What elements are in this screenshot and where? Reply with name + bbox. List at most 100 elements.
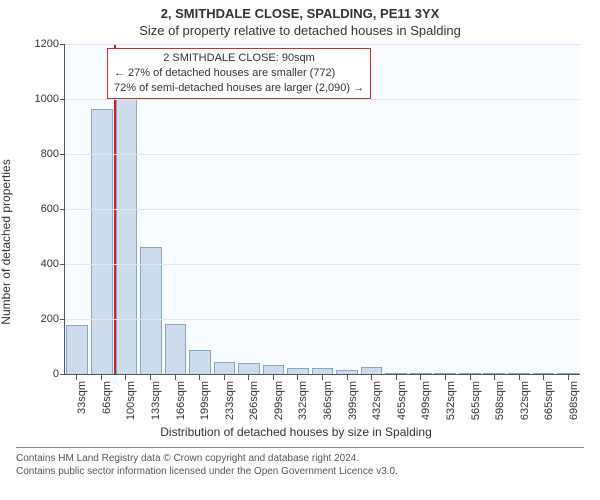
x-tick-label: 532sqm xyxy=(445,381,457,420)
x-tick: 565sqm xyxy=(457,375,482,429)
x-tick-mark xyxy=(273,375,274,380)
x-tick-mark xyxy=(396,375,397,380)
annotation-line-3: 72% of semi-detached houses are larger (… xyxy=(114,81,364,96)
x-tick-mark xyxy=(101,375,102,380)
x-tick: 33sqm xyxy=(64,375,89,429)
x-tick-mark xyxy=(125,375,126,380)
x-tick-mark xyxy=(322,375,323,380)
x-tick-mark xyxy=(470,375,471,380)
y-tick-label: 200 xyxy=(25,313,59,325)
x-tick-label: 499sqm xyxy=(420,381,432,420)
x-tick-mark xyxy=(248,375,249,380)
bar xyxy=(533,373,555,374)
y-tick-mark xyxy=(60,44,65,45)
footer-line-1: Contains HM Land Registry data © Crown c… xyxy=(16,452,584,465)
x-tick-label: 100sqm xyxy=(125,381,137,420)
x-tick-label: 432sqm xyxy=(371,381,383,420)
x-tick: 632sqm xyxy=(506,375,531,429)
x-tick: 499sqm xyxy=(408,375,433,429)
x-tick-mark xyxy=(420,375,421,380)
x-tick: 66sqm xyxy=(89,375,114,429)
bar xyxy=(483,373,505,374)
bar xyxy=(312,368,334,374)
x-tick-mark xyxy=(568,375,569,380)
x-tick-mark xyxy=(519,375,520,380)
x-tick-label: 698sqm xyxy=(568,381,580,420)
x-tick: 133sqm xyxy=(138,375,163,429)
x-tick-mark xyxy=(76,375,77,380)
bar xyxy=(116,97,138,374)
bar xyxy=(91,109,113,374)
x-tick-mark xyxy=(150,375,151,380)
x-tick-mark xyxy=(445,375,446,380)
x-tick: 233sqm xyxy=(211,375,236,429)
annotation-line-2: ← 27% of detached houses are smaller (77… xyxy=(114,66,364,81)
x-tick-mark xyxy=(371,375,372,380)
x-tick-mark xyxy=(347,375,348,380)
x-tick-label: 665sqm xyxy=(543,381,555,420)
x-tick-label: 465sqm xyxy=(396,381,408,420)
y-tick-mark xyxy=(60,319,65,320)
x-tick: 532sqm xyxy=(433,375,458,429)
x-tick: 399sqm xyxy=(334,375,359,429)
x-tick: 598sqm xyxy=(482,375,507,429)
bar xyxy=(557,373,579,374)
x-ticks: 33sqm 66sqm 100sqm 133sqm 166sqm 199sqm 233sqm… xyxy=(64,375,580,429)
x-tick-label: 233sqm xyxy=(224,381,236,420)
x-tick-label: 399sqm xyxy=(347,381,359,420)
x-tick: 199sqm xyxy=(187,375,212,429)
annotation-line-1: 2 SMITHDALE CLOSE: 90sqm xyxy=(114,51,364,66)
bar xyxy=(66,325,88,374)
x-tick-label: 166sqm xyxy=(175,381,187,420)
bar xyxy=(336,370,358,374)
x-tick: 299sqm xyxy=(261,375,286,429)
y-tick-mark xyxy=(60,154,65,155)
x-tick: 432sqm xyxy=(359,375,384,429)
chart-subtitle: Size of property relative to detached ho… xyxy=(0,23,600,38)
x-tick: 100sqm xyxy=(113,375,138,429)
y-tick-mark xyxy=(60,209,65,210)
x-tick-label: 266sqm xyxy=(248,381,260,420)
x-tick-label: 366sqm xyxy=(322,381,334,420)
x-tick-label: 299sqm xyxy=(273,381,285,420)
y-tick-label: 0 xyxy=(25,368,59,380)
footer-line-2: Contains public sector information licen… xyxy=(16,465,584,478)
x-tick-label: 632sqm xyxy=(519,381,531,420)
x-tick-label: 133sqm xyxy=(150,381,162,420)
y-tick-label: 400 xyxy=(25,258,59,270)
bar xyxy=(140,247,162,375)
x-tick: 166sqm xyxy=(162,375,187,429)
x-tick-label: 565sqm xyxy=(470,381,482,420)
gridline xyxy=(65,209,580,210)
y-tick-label: 1200 xyxy=(25,38,59,50)
bar xyxy=(385,373,407,374)
y-tick-label: 1000 xyxy=(25,93,59,105)
x-tick: 266sqm xyxy=(236,375,261,429)
x-tick: 698sqm xyxy=(556,375,581,429)
x-tick-label: 598sqm xyxy=(494,381,506,420)
gridline xyxy=(65,44,580,45)
footer: Contains HM Land Registry data © Crown c… xyxy=(16,447,584,478)
y-tick-label: 600 xyxy=(25,203,59,215)
y-axis-label: Number of detached properties xyxy=(0,159,13,324)
bar xyxy=(238,363,260,374)
x-tick-mark xyxy=(543,375,544,380)
x-tick: 465sqm xyxy=(384,375,409,429)
annotation-box: 2 SMITHDALE CLOSE: 90sqm ← 27% of detach… xyxy=(107,48,371,99)
x-tick-mark xyxy=(224,375,225,380)
x-tick-label: 66sqm xyxy=(101,381,113,414)
bar xyxy=(508,373,530,374)
x-tick-label: 199sqm xyxy=(199,381,211,420)
bar xyxy=(214,362,236,374)
bar xyxy=(410,373,432,374)
x-tick-label: 33sqm xyxy=(76,381,88,414)
histogram-chart: Number of detached properties 2 SMITHDAL… xyxy=(12,44,580,439)
plot-area: 2 SMITHDALE CLOSE: 90sqm ← 27% of detach… xyxy=(64,44,580,375)
y-tick-mark xyxy=(60,99,65,100)
gridline xyxy=(65,264,580,265)
bar xyxy=(165,324,187,375)
x-tick: 332sqm xyxy=(285,375,310,429)
bar xyxy=(434,373,456,374)
bar xyxy=(189,350,211,374)
bar xyxy=(459,373,481,374)
